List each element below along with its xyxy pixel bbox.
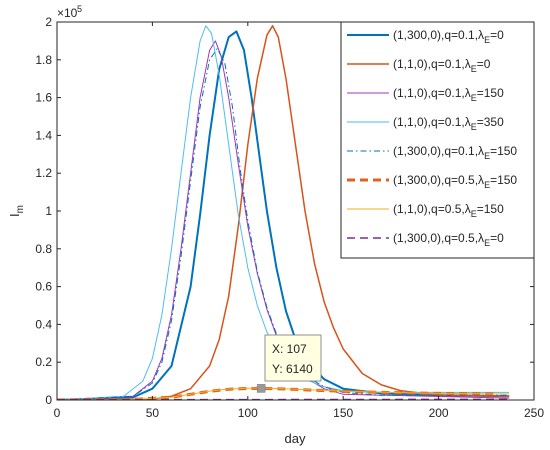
- datatip-x: X: 107: [272, 342, 307, 356]
- x-axis-label: day: [285, 431, 306, 446]
- legend-label-7: (1,1,0),q=0.5,λE=150: [393, 202, 504, 219]
- legend: (1,300,0),q=0.1,λE=0 (1,1,0),q=0.1,λE=0 (1…: [340, 21, 535, 259]
- y-tick-label: 0: [45, 393, 52, 407]
- legend-label-4: (1,1,0),q=0.1,λE=350: [393, 115, 504, 132]
- y-tick-label: 1.4: [35, 128, 52, 142]
- y-tick-label: 1: [45, 204, 52, 218]
- series-line-2: [57, 25, 510, 400]
- datatip-y: Y: 6140: [272, 362, 313, 376]
- x-tick-label: 100: [238, 406, 258, 420]
- legend-label-2: (1,1,0),q=0.1,λE=0: [393, 57, 491, 74]
- y-tick-label: 1.2: [35, 166, 52, 180]
- y-axis-ticks: 0 0.2 0.4 0.6 0.8 1 1.2 1.4 1.6 1.8 2: [35, 15, 534, 407]
- legend-label-8: (1,300,0),q=0.5,λE=0: [393, 231, 504, 248]
- y-axis-label-sub: m: [15, 205, 26, 213]
- y-tick-label: 0.4: [35, 317, 52, 331]
- datatip-marker[interactable]: [256, 384, 266, 393]
- legend-label-5: (1,300,0),q=0.1,λE=150: [393, 144, 517, 161]
- y-axis-label-main: I: [7, 213, 22, 217]
- y-exponent: 5: [77, 4, 82, 14]
- y-tick-label: 0.6: [35, 280, 52, 294]
- y-exponent-base: ×10: [57, 6, 78, 20]
- legend-label-6: (1,300,0),q=0.5,λE=150: [393, 173, 517, 190]
- datatip: X: 107 Y: 6140: [256, 334, 322, 393]
- legend-label-3: (1,1,0),q=0.1,λE=150: [393, 86, 504, 103]
- y-tick-label: 1.6: [35, 91, 52, 105]
- x-tick-label: 200: [429, 406, 449, 420]
- legend-label-1: (1,300,0),q=0.1,λE=0: [393, 28, 504, 45]
- series-line-1: [57, 30, 510, 400]
- x-tick-label: 50: [146, 406, 160, 420]
- x-tick-label: 250: [524, 406, 544, 420]
- legend-box: [340, 21, 535, 259]
- series-line-5: [57, 48, 510, 400]
- x-tick-label: 0: [54, 406, 61, 420]
- y-tick-label: 1.8: [35, 53, 52, 67]
- datatip-box: [264, 334, 322, 382]
- series-line-4: [57, 25, 510, 400]
- y-axis-label: Im: [7, 205, 26, 217]
- y-tick-label: 0.2: [35, 355, 52, 369]
- y-tick-label: 2: [45, 15, 52, 29]
- x-tick-label: 150: [333, 406, 353, 420]
- y-tick-label: 0.8: [35, 242, 52, 256]
